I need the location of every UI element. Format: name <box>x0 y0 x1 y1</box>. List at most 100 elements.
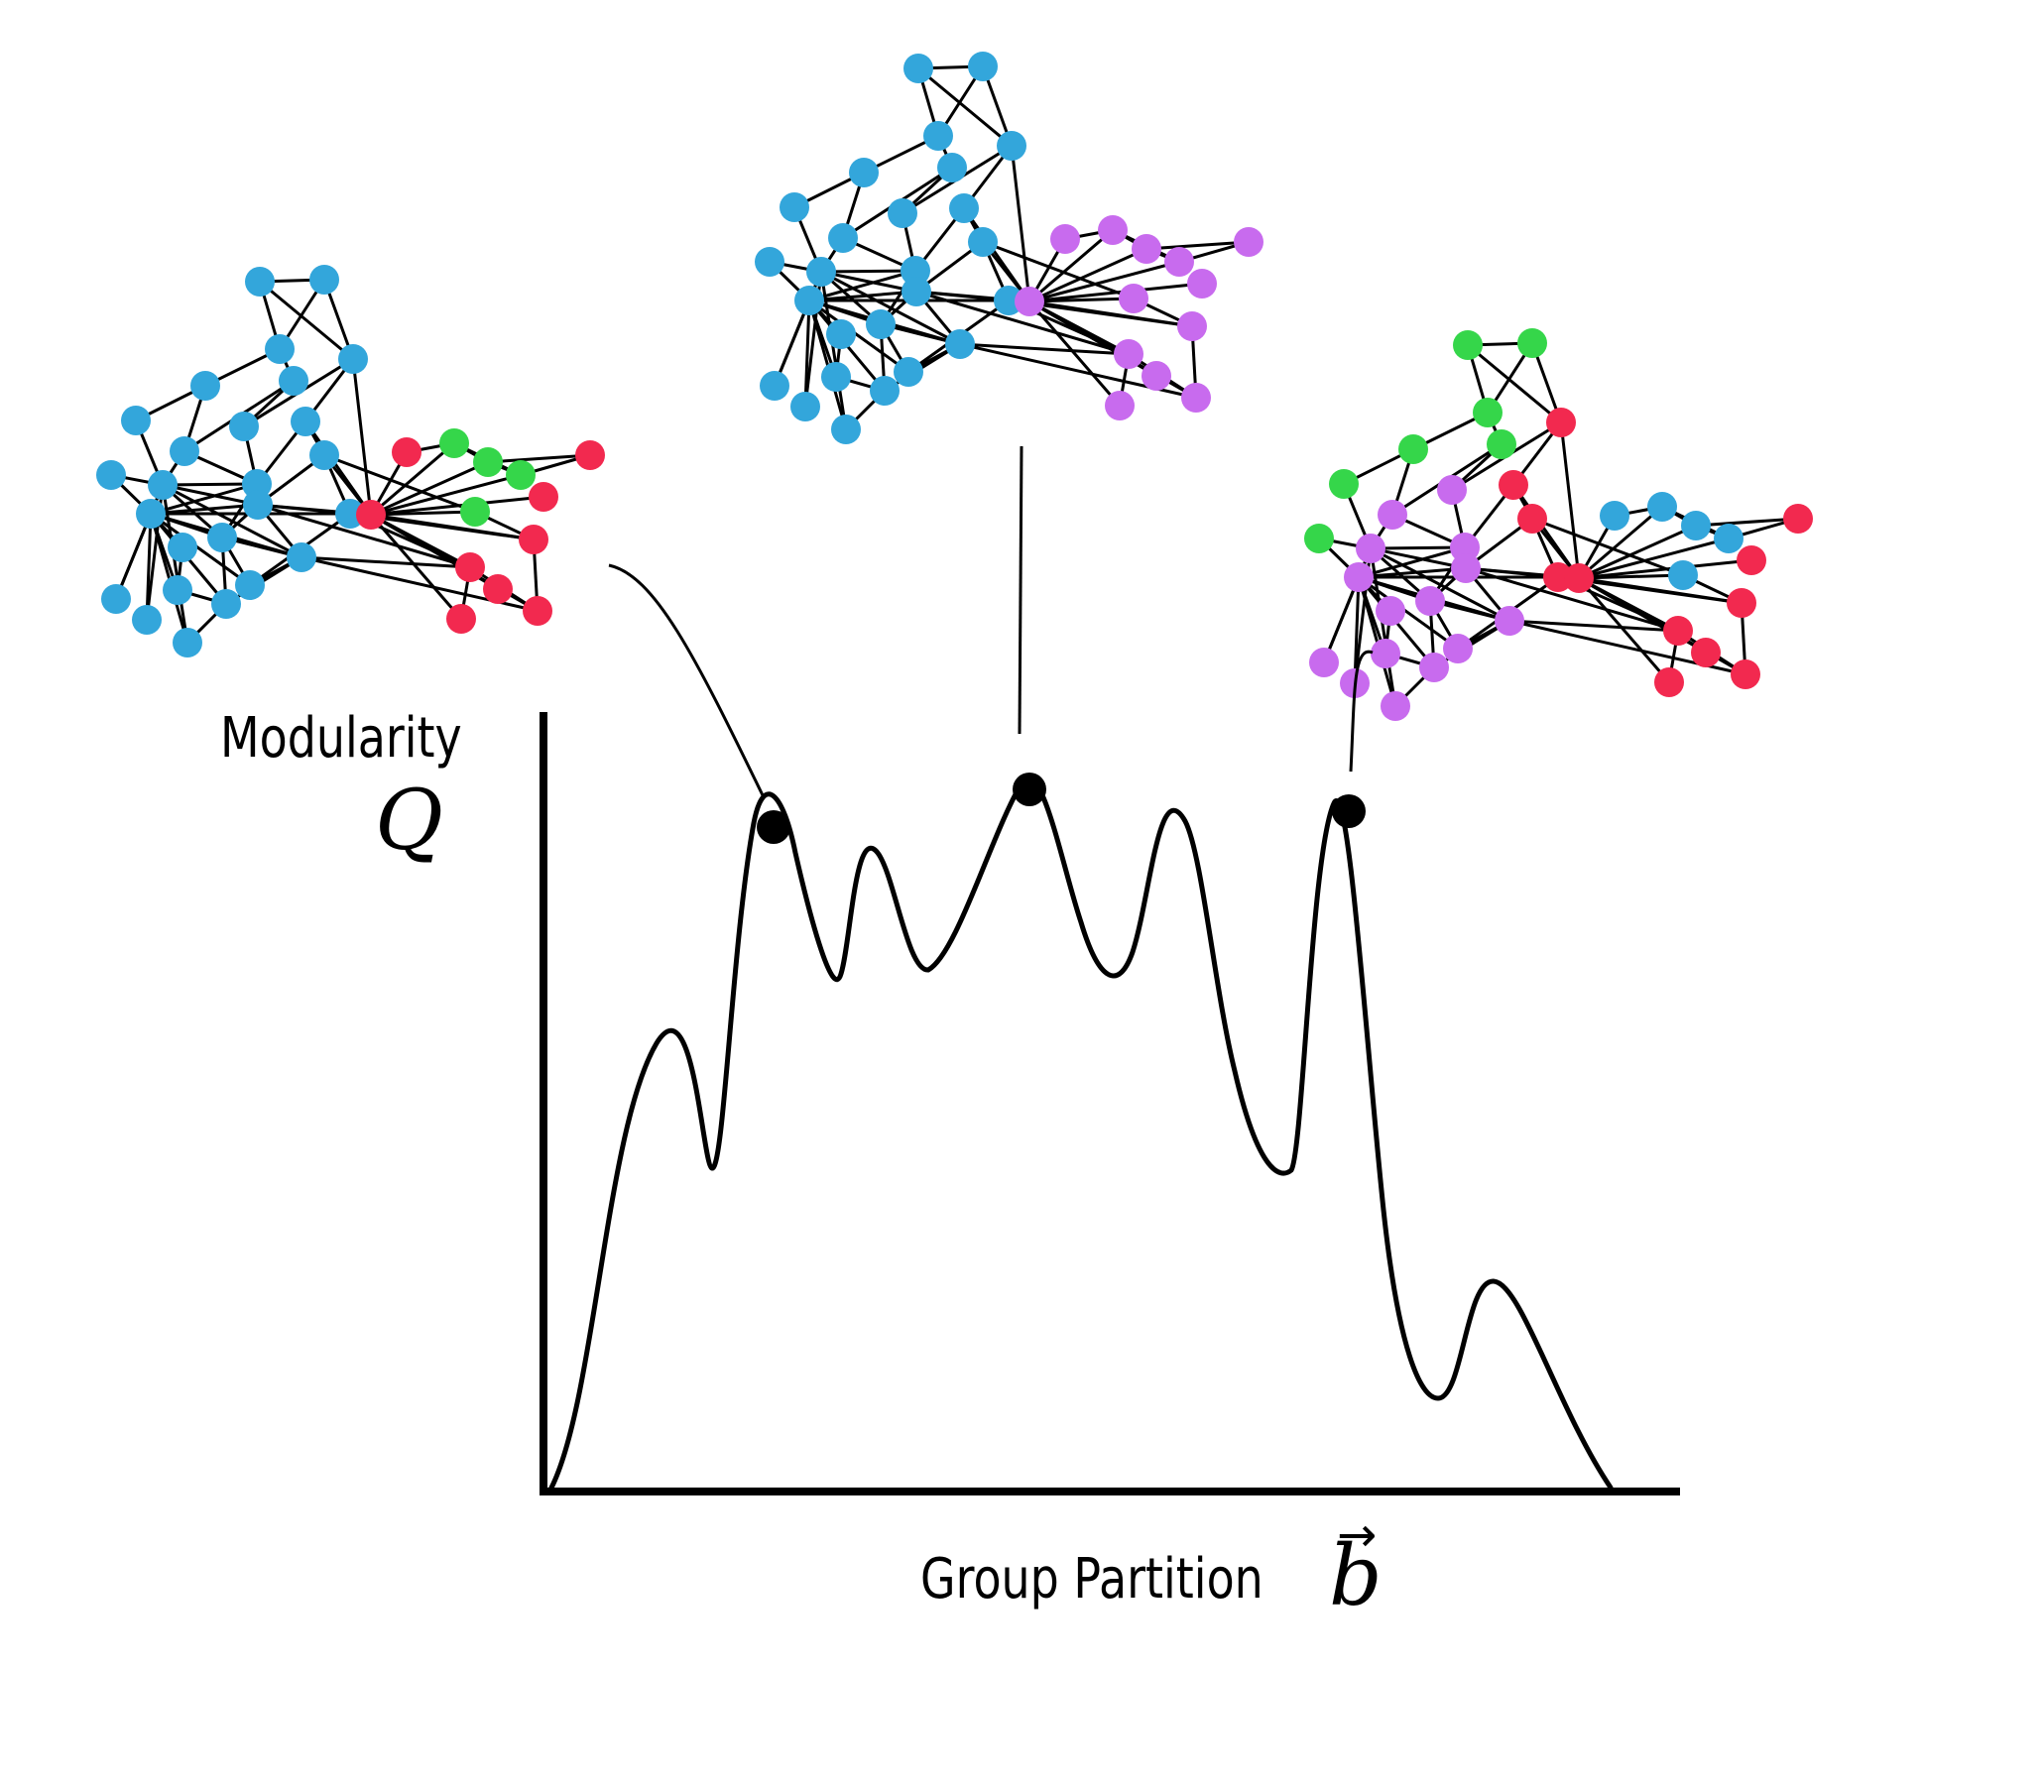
network-edge <box>1010 145 1031 302</box>
network-node <box>1443 634 1473 663</box>
network-edge <box>1578 524 1697 580</box>
network-node <box>190 371 220 401</box>
network-node <box>1564 563 1594 593</box>
network-node <box>1376 596 1405 626</box>
vector-arrow-accent: → <box>1337 1507 1378 1563</box>
network-edge <box>351 358 373 516</box>
network-edge <box>301 555 471 569</box>
network-edge <box>1578 537 1730 580</box>
network-node <box>1381 691 1410 721</box>
network-node <box>163 575 192 605</box>
network-node <box>1731 659 1760 689</box>
network-node <box>211 589 241 619</box>
network-node <box>1663 616 1693 646</box>
network-edge <box>820 270 961 346</box>
network-left <box>96 265 605 657</box>
network-edge <box>1028 228 1114 303</box>
network-node <box>1737 545 1766 575</box>
network-node <box>1681 511 1711 540</box>
network-node <box>831 415 861 444</box>
x-axis-symbol: → b <box>1329 1507 1383 1624</box>
network-node <box>287 542 316 572</box>
network-node <box>455 552 485 582</box>
network-node <box>888 198 917 228</box>
network-edge <box>369 514 463 620</box>
connector-right <box>1349 650 1374 773</box>
network-node <box>446 604 476 634</box>
network-edge <box>1467 343 1562 424</box>
network-node <box>356 500 386 530</box>
network-edge <box>1370 546 1510 623</box>
network-edge <box>1370 545 1466 550</box>
network-node <box>309 440 339 470</box>
peak-marker-1 <box>757 810 790 844</box>
network-node <box>1105 391 1135 420</box>
network-node <box>245 267 275 297</box>
network-node <box>96 460 126 490</box>
axes <box>540 712 1680 1495</box>
network-node <box>1419 653 1449 682</box>
network-node <box>1142 361 1171 391</box>
network-edge <box>323 453 476 514</box>
network-node <box>1415 586 1445 616</box>
network-edge <box>370 460 489 517</box>
network-edge <box>808 269 916 302</box>
network-edge <box>1695 517 1799 528</box>
network-node <box>790 392 820 421</box>
network-node <box>121 406 151 435</box>
network-node <box>229 412 259 441</box>
network-edge <box>819 271 848 430</box>
network-node <box>1654 667 1684 697</box>
network-node <box>903 54 933 83</box>
network-node <box>519 525 548 554</box>
network-node <box>1356 534 1385 563</box>
network-node <box>136 499 166 529</box>
network-node <box>849 158 879 187</box>
network-node <box>1668 560 1698 590</box>
networks-layer <box>96 52 1813 721</box>
network-node <box>338 344 368 374</box>
network-node <box>309 265 339 295</box>
network-node <box>1344 562 1374 592</box>
network-node <box>1187 269 1217 299</box>
network-node <box>1495 606 1524 636</box>
network-node <box>1473 398 1503 427</box>
network-edge <box>257 503 471 569</box>
network-edge <box>1370 546 1467 570</box>
network-node <box>460 497 490 527</box>
network-node <box>1437 475 1467 505</box>
network-node <box>506 460 536 490</box>
network-node <box>392 437 421 467</box>
network-edge <box>1578 505 1663 580</box>
network-node <box>439 428 469 458</box>
y-axis-symbol: Q <box>375 772 443 869</box>
network-node <box>523 596 552 626</box>
network-node <box>1783 504 1813 534</box>
network-node <box>1453 330 1483 360</box>
network-node <box>132 605 162 635</box>
network-edge <box>808 299 909 374</box>
network-edge <box>1028 247 1147 303</box>
network-edge <box>1358 575 1459 651</box>
network-node <box>1114 339 1143 369</box>
network-edge <box>1027 300 1122 407</box>
network-edge <box>1369 547 1397 707</box>
network-node <box>473 447 503 477</box>
network-edge <box>259 280 354 361</box>
network-edge <box>982 240 1135 300</box>
network-edge <box>162 482 258 487</box>
network-edge <box>487 453 591 464</box>
network-node <box>1517 504 1547 534</box>
network-node <box>1164 247 1194 277</box>
network-node <box>1015 287 1044 316</box>
network-node <box>1714 524 1743 553</box>
network-node <box>291 407 320 436</box>
network-edge <box>1531 517 1684 577</box>
network-node <box>1517 328 1547 358</box>
network-node <box>1304 524 1334 553</box>
network-node <box>870 376 900 406</box>
network-node <box>826 319 856 349</box>
network-node <box>1487 429 1516 459</box>
